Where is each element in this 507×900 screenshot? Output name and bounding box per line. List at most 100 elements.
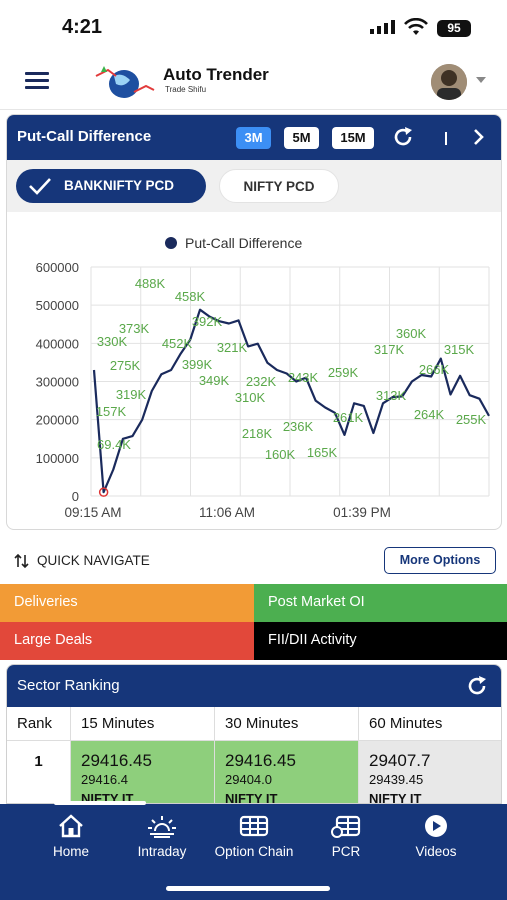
cell-value: 29416.45 [225, 751, 296, 770]
post-market-oi-tile[interactable]: Post Market OI [254, 584, 507, 622]
sector-ranking-title: Sector Ranking [17, 677, 120, 694]
y-tick-label: 600000 [36, 260, 79, 275]
nav-option-chain[interactable]: Option Chain [206, 814, 302, 859]
nav-pcr-label: PCR [331, 844, 361, 859]
data-label: 310K [235, 390, 266, 405]
data-label: 275K [110, 358, 141, 373]
tab-nifty-pcd[interactable]: NIFTY PCD [219, 169, 339, 203]
avatar[interactable] [431, 64, 467, 100]
tab-banknifty-label: BANKNIFTY PCD [64, 178, 175, 193]
data-point [98, 487, 109, 497]
app-logo [95, 66, 155, 98]
sector-ranking-header: Sector Ranking [7, 665, 501, 707]
status-bar: 4:21 95 [0, 0, 507, 52]
data-label: 373K [119, 321, 150, 336]
cell-15m: 29416.45 29416.4 NIFTY IT [71, 741, 215, 804]
data-label: 488K [135, 276, 166, 291]
swap-vertical-icon [14, 553, 29, 569]
fii-dii-activity-tile[interactable]: FII/DII Activity [254, 622, 507, 660]
chevron-right-icon[interactable] [473, 128, 485, 146]
data-label: 160K [265, 447, 296, 462]
nav-videos-label: Videos [415, 844, 457, 859]
data-label: 349K [199, 373, 230, 388]
data-label: 255K [456, 412, 487, 427]
more-options-button[interactable]: More Options [384, 547, 496, 574]
data-label: 264K [414, 407, 445, 422]
data-label: 69.4K [97, 437, 131, 452]
y-tick-label: 200000 [36, 413, 79, 428]
pcd-panel: Put-Call Difference 3M 5M 15M BANKNIFTY … [6, 114, 502, 530]
cell-subvalue: 29439.45 [369, 772, 424, 787]
column-header-rank: Rank [7, 707, 71, 741]
data-label: 330K [97, 334, 128, 349]
wifi-icon [404, 18, 428, 35]
refresh-icon[interactable] [465, 674, 489, 698]
legend-marker [165, 237, 177, 249]
column-header-60m: 60 Minutes [369, 715, 443, 732]
sun-icon [148, 816, 176, 838]
data-label: 261K [333, 410, 364, 425]
index-tabs: BANKNIFTY PCD NIFTY PCD [7, 160, 501, 212]
data-label: 399K [182, 357, 213, 372]
large-deals-tile[interactable]: Large Deals [0, 622, 254, 660]
timeframe-5m-button[interactable]: 5M [284, 127, 319, 149]
x-tick-label: 11:06 AM [199, 505, 255, 520]
data-label: 243K [288, 370, 319, 385]
column-header-30m: 30 Minutes [215, 707, 359, 741]
home-indicator [166, 886, 330, 891]
refresh-icon[interactable] [391, 125, 415, 149]
cell-30m: 29416.45 29404.0 NIFTY IT [215, 741, 359, 804]
nav-pcr[interactable]: PCR [326, 814, 366, 859]
tab-banknifty-pcd[interactable]: BANKNIFTY PCD [16, 169, 206, 203]
data-label: 236K [283, 419, 314, 434]
series-line [92, 308, 490, 494]
data-label: 321K [217, 340, 248, 355]
cell-60m: 29407.7 29439.45 NIFTY IT [359, 741, 501, 804]
home-icon [59, 814, 83, 838]
rank-value: 1 [7, 741, 71, 803]
data-label: 157K [96, 404, 127, 419]
y-tick-label: 0 [72, 489, 79, 504]
x-tick-label: 09:15 AM [64, 505, 121, 520]
nav-home-label: Home [52, 844, 89, 859]
timeframe-15m-button[interactable]: 15M [332, 127, 374, 149]
data-label: 452K [162, 336, 193, 351]
table-icon [239, 815, 269, 837]
nav-videos[interactable]: Videos [408, 814, 464, 859]
cell-subvalue: 29416.4 [81, 772, 128, 787]
nav-intraday[interactable]: Intraday [130, 814, 194, 859]
data-label: 317K [374, 342, 405, 357]
signal-icon [370, 20, 395, 34]
data-label: 315K [444, 342, 475, 357]
battery-icon: 95 [437, 20, 471, 37]
divider [445, 132, 447, 145]
y-tick-label: 300000 [36, 375, 79, 390]
chevron-down-icon[interactable] [476, 77, 486, 83]
pcr-table-icon [331, 815, 361, 838]
data-label: 360K [396, 326, 427, 341]
sector-ranking-panel: Sector Ranking Rank 15 Minutes 30 Minute… [6, 664, 502, 804]
deliveries-tile[interactable]: Deliveries [0, 584, 254, 622]
y-tick-label: 400000 [36, 336, 79, 351]
table-row[interactable]: 1 29416.45 29416.4 NIFTY IT 29416.45 294… [7, 741, 501, 804]
nav-intraday-label: Intraday [137, 844, 187, 859]
pcd-header: Put-Call Difference 3M 5M 15M [7, 115, 501, 160]
data-label: 232K [246, 374, 277, 389]
pcd-chart: Put-Call Difference 0 100000 200000 300000 40… [7, 212, 501, 529]
x-tick-label: 01:39 PM [333, 505, 391, 520]
nav-home[interactable]: Home [48, 814, 94, 859]
data-label: 266K [419, 362, 450, 377]
sector-name: NIFTY IT [369, 791, 422, 804]
clock: 4:21 [62, 16, 103, 38]
hamburger-menu-icon[interactable] [25, 72, 49, 90]
brand-tagline: Trade Shifu [165, 85, 207, 94]
data-label: 165K [307, 445, 338, 460]
play-circle-icon [425, 815, 447, 837]
brand: Auto Trender Trade Shifu [163, 65, 269, 94]
data-label: 458K [175, 289, 206, 304]
sector-name: NIFTY IT [81, 791, 134, 804]
sector-name: NIFTY IT [225, 791, 278, 804]
nav-option-chain-label: Option Chain [214, 844, 294, 859]
timeframe-3m-button[interactable]: 3M [236, 127, 271, 149]
scroll-handle [54, 801, 146, 805]
